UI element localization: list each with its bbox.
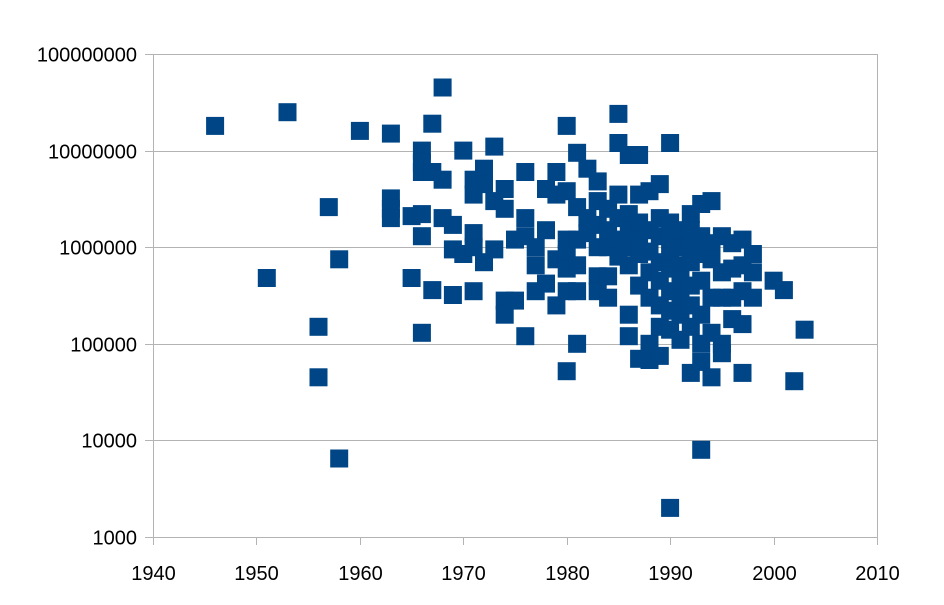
data-point bbox=[495, 199, 514, 218]
data-point bbox=[443, 215, 462, 234]
data-point bbox=[309, 317, 328, 336]
data-point bbox=[454, 141, 473, 160]
data-point bbox=[743, 245, 762, 263]
data-point bbox=[516, 163, 535, 181]
data-point bbox=[609, 104, 628, 123]
y-axis-tick-labels: 1000 10000 100000 1000000 10000000 100000000 bbox=[37, 45, 137, 550]
data-point bbox=[485, 240, 504, 259]
data-point bbox=[557, 362, 576, 381]
axes bbox=[153, 54, 878, 545]
x-tick-label: 1980 bbox=[545, 563, 590, 585]
data-point bbox=[526, 238, 545, 257]
data-point bbox=[506, 291, 524, 310]
data-point bbox=[712, 344, 731, 363]
data-point bbox=[412, 323, 431, 342]
data-point bbox=[619, 305, 638, 324]
data-point bbox=[206, 116, 225, 135]
data-point bbox=[464, 238, 483, 257]
data-point bbox=[423, 114, 442, 133]
data-point bbox=[537, 274, 555, 293]
data-point bbox=[692, 352, 711, 371]
data-point bbox=[774, 281, 793, 300]
x-tick-label: 1990 bbox=[648, 563, 693, 585]
data-point bbox=[661, 498, 680, 517]
data-point bbox=[619, 327, 638, 346]
data-point bbox=[547, 163, 566, 181]
data-point bbox=[412, 205, 431, 224]
data-point bbox=[547, 296, 566, 315]
data-point bbox=[485, 137, 504, 156]
data-point bbox=[350, 121, 369, 140]
data-point bbox=[464, 282, 483, 301]
data-point bbox=[650, 346, 669, 365]
data-point bbox=[412, 227, 431, 246]
data-point bbox=[537, 221, 555, 240]
data-point bbox=[630, 146, 649, 164]
data-point bbox=[702, 368, 721, 387]
data-point bbox=[475, 159, 493, 178]
data-point bbox=[443, 286, 462, 304]
data-point bbox=[609, 185, 628, 204]
data-point bbox=[433, 78, 452, 97]
data-point bbox=[423, 281, 442, 300]
data-point bbox=[257, 269, 276, 287]
data-point bbox=[568, 334, 587, 353]
y-tick-label: 100000 bbox=[70, 335, 137, 357]
data-points bbox=[206, 78, 814, 517]
data-point bbox=[309, 368, 328, 387]
y-tick-label: 10000000 bbox=[48, 142, 137, 164]
x-axis-tick-labels: 1940 1950 1960 1970 1980 1990 2000 2010 bbox=[131, 563, 900, 585]
data-point bbox=[733, 230, 752, 249]
data-point bbox=[568, 256, 587, 275]
y-tick-label: 1000000 bbox=[59, 238, 137, 260]
data-point bbox=[692, 305, 711, 324]
data-point bbox=[495, 305, 514, 324]
data-point bbox=[402, 269, 421, 287]
data-point bbox=[743, 263, 762, 282]
data-point bbox=[599, 288, 618, 307]
data-point bbox=[568, 143, 587, 162]
data-point bbox=[661, 134, 680, 152]
x-tick-label: 1940 bbox=[131, 563, 176, 585]
data-point bbox=[516, 209, 535, 228]
x-tick-label: 2010 bbox=[855, 563, 900, 585]
data-point bbox=[795, 320, 814, 339]
data-point bbox=[557, 116, 576, 135]
data-point bbox=[733, 363, 752, 382]
x-tick-label: 1960 bbox=[338, 563, 383, 585]
data-point bbox=[733, 315, 752, 334]
data-point bbox=[743, 288, 762, 307]
data-point bbox=[650, 175, 669, 194]
x-tick-label: 2000 bbox=[752, 563, 797, 585]
data-point bbox=[495, 180, 514, 198]
data-point bbox=[464, 224, 483, 243]
data-point bbox=[692, 271, 711, 290]
data-point bbox=[330, 449, 349, 468]
y-tick-label: 10000 bbox=[81, 431, 137, 453]
data-point bbox=[433, 170, 452, 189]
data-point bbox=[381, 124, 400, 143]
y-tick-label: 100000000 bbox=[37, 45, 137, 67]
data-point bbox=[278, 103, 297, 122]
data-point bbox=[319, 198, 338, 217]
data-point bbox=[381, 209, 400, 228]
data-point bbox=[557, 182, 576, 201]
data-point bbox=[599, 267, 618, 286]
data-point bbox=[516, 327, 535, 346]
x-tick-label: 1970 bbox=[441, 563, 486, 585]
data-point bbox=[785, 372, 804, 391]
data-point bbox=[692, 440, 711, 459]
x-tick-label: 1950 bbox=[234, 563, 279, 585]
grid bbox=[145, 54, 877, 538]
data-point bbox=[475, 175, 493, 194]
data-point bbox=[702, 192, 721, 211]
data-point bbox=[588, 172, 607, 191]
data-point bbox=[568, 282, 587, 301]
data-point bbox=[526, 256, 545, 275]
y-tick-label: 1000 bbox=[93, 528, 138, 550]
data-point bbox=[330, 250, 349, 269]
